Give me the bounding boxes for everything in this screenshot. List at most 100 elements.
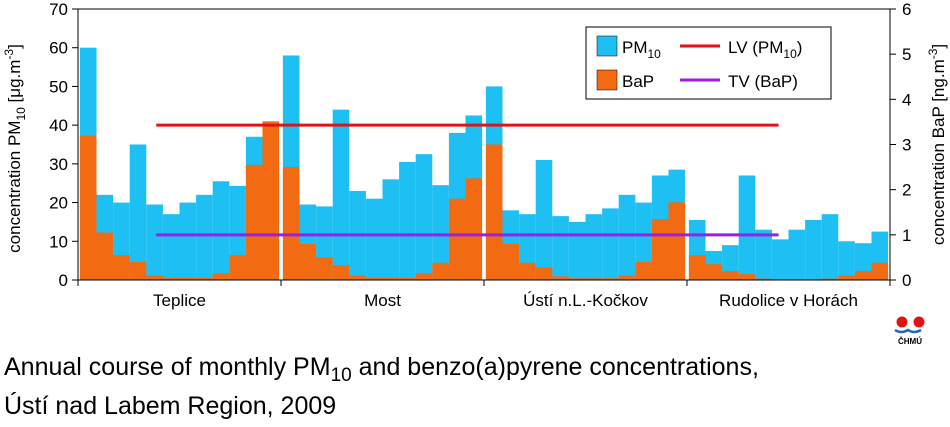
- logo-red-dot-left: [896, 316, 908, 328]
- logo-wave: [894, 328, 922, 334]
- y-left-label-sup: -3: [2, 49, 16, 60]
- pm10-bar: [399, 161, 416, 280]
- bap-bar: [282, 167, 300, 280]
- bap-bar: [196, 277, 213, 280]
- bap-bar: [635, 261, 652, 280]
- y-right-tick-label: 4: [902, 90, 911, 109]
- legend-lv-label: LV (PM10): [728, 38, 802, 61]
- bap-bar: [668, 202, 686, 280]
- bap-bar: [465, 178, 483, 280]
- bap-bar: [568, 278, 586, 280]
- bap-bar: [316, 257, 333, 280]
- pm10-bar: [788, 229, 806, 280]
- legend-tv-label: TV (BaP): [728, 72, 798, 91]
- station-label: Rudolice v Horách: [719, 291, 858, 310]
- legend-bap-label: BaP: [622, 72, 654, 91]
- bap-bar: [738, 274, 756, 280]
- bap-bar: [552, 276, 569, 280]
- pm10-bar: [129, 144, 147, 280]
- bap-bar: [129, 261, 147, 280]
- bap-bar: [365, 277, 383, 280]
- pm10-bar: [854, 243, 872, 280]
- legend-lv-end: ): [797, 38, 803, 57]
- bap-bar: [448, 198, 466, 280]
- legend-pm10-sub: 10: [648, 47, 662, 61]
- bap-bar: [651, 219, 669, 280]
- pm10-bar: [552, 216, 569, 280]
- legend-lv-sub: 10: [783, 47, 797, 61]
- pm10-bar: [755, 229, 772, 280]
- bap-bar: [688, 255, 706, 280]
- pm10-bar: [365, 198, 383, 280]
- pm10-bar: [146, 204, 163, 280]
- y-left-tick-label: 60: [49, 39, 68, 58]
- logo-text: ČHMÚ: [898, 337, 922, 345]
- legend-pm10-swatch: [596, 35, 618, 57]
- legend-bap-swatch: [596, 69, 618, 91]
- legend-pm10-text: PM: [622, 38, 648, 57]
- y-right-tick-label: 6: [902, 0, 911, 19]
- y-right-label-main: concentration BaP [ng.m: [929, 59, 948, 245]
- pm10-bar: [196, 194, 213, 280]
- bap-bar: [722, 270, 739, 280]
- y-left-tick-label: 10: [49, 232, 68, 251]
- bap-bar: [415, 273, 433, 280]
- pm10-bar: [602, 208, 619, 280]
- y-left-tick-label: 40: [49, 116, 68, 135]
- legend-lv-text: LV (PM: [728, 38, 783, 57]
- bap-bar: [229, 255, 246, 280]
- pm10-bar: [179, 202, 197, 280]
- y-left-label-unit: [μg.m: [5, 60, 24, 108]
- y-left-axis-title: concentration PM10 [μg.m-3]: [2, 44, 28, 253]
- pm10-bar: [738, 175, 756, 280]
- bap-bar: [349, 275, 366, 280]
- y-right-tick-label: 2: [902, 181, 911, 200]
- y-left-tick-label: 0: [59, 271, 68, 290]
- bap-bar: [179, 277, 197, 280]
- pm10-bar: [821, 214, 839, 280]
- pm10-bar: [382, 179, 400, 280]
- chart-caption: Annual course of monthly PM10 and benzo(…: [4, 352, 759, 421]
- pm10-bar: [432, 185, 449, 280]
- y-left-tick-label: 70: [49, 0, 68, 19]
- pm10-bar: [212, 181, 230, 280]
- bap-bar: [705, 264, 723, 280]
- y-right-tick-label: 0: [902, 271, 911, 290]
- station-label: Most: [364, 291, 401, 310]
- bap-bar: [519, 262, 536, 280]
- y-left-tick-label: 50: [49, 77, 68, 96]
- chart: Teplice Most Ústí n.L.-Kočkov Rudolice v Ho…: [2, 0, 948, 345]
- y-right-label-sup: -3: [926, 48, 940, 59]
- pm10-bar: [332, 109, 350, 281]
- bap-bar: [146, 275, 163, 280]
- caption-line-2: Ústí nad Labem Region, 2009: [4, 392, 337, 420]
- bap-bar: [854, 270, 872, 280]
- caption-line-1: Annual course of monthly PM10 and benzo(…: [4, 353, 759, 386]
- logo-red-dot-right: [913, 316, 925, 328]
- bap-bar: [96, 232, 114, 280]
- bap-bar: [332, 265, 350, 280]
- bap-bar: [871, 262, 889, 280]
- bap-bar: [382, 277, 400, 280]
- y-left-tick-label: 30: [49, 155, 68, 174]
- pm10-bar: [635, 202, 652, 280]
- pm10-bar: [535, 159, 553, 280]
- station-label: Ústí n.L.-Kočkov: [523, 291, 648, 310]
- pm10-bar: [771, 239, 789, 280]
- bap-bar: [535, 267, 553, 280]
- bap-bar: [838, 275, 855, 280]
- bap-bar: [585, 278, 603, 280]
- bap-bar: [502, 243, 520, 280]
- y-left-label-end: ]: [5, 44, 24, 49]
- bap-bar: [299, 243, 317, 280]
- y-left-tick-label: 20: [49, 194, 68, 213]
- pm10-bar: [585, 214, 603, 280]
- pm10-bar: [162, 214, 180, 280]
- pm10-bar: [618, 194, 636, 280]
- y-left-label-sub: 10: [14, 107, 28, 121]
- bap-bar: [245, 164, 263, 280]
- bap-bar: [485, 144, 503, 280]
- pm10-bar: [415, 154, 433, 280]
- y-right-tick-label: 3: [902, 136, 911, 155]
